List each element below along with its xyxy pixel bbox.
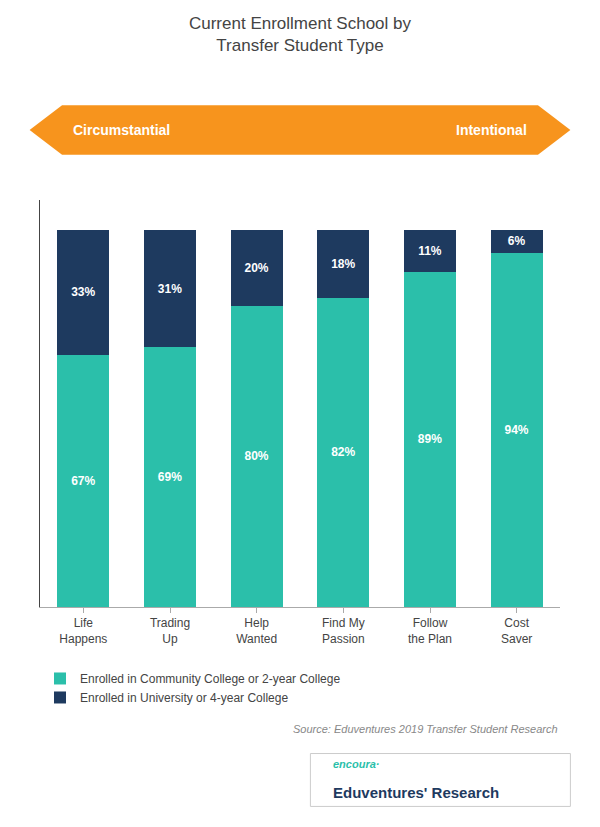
svg-text:20%: 20%: [244, 261, 268, 275]
svg-text:LifeHappens: LifeHappens: [59, 616, 107, 646]
svg-text:Followthe Plan: Followthe Plan: [408, 616, 452, 646]
svg-text:Enrolled in University or 4-ye: Enrolled in University or 4-year College: [80, 691, 288, 705]
svg-text:Source: Eduventures 2019 Trans: Source: Eduventures 2019 Transfer Studen…: [293, 723, 558, 735]
svg-text:Eduventures' Research: Eduventures' Research: [333, 784, 499, 801]
svg-text:encoura·: encoura·: [333, 758, 379, 770]
svg-text:11%: 11%: [418, 244, 442, 258]
svg-text:Intentional: Intentional: [456, 122, 527, 138]
svg-text:94%: 94%: [504, 423, 528, 437]
svg-text:Circumstantial: Circumstantial: [73, 122, 170, 138]
svg-text:33%: 33%: [71, 285, 95, 299]
svg-text:Current Enrollment School byTr: Current Enrollment School byTransfer Stu…: [189, 14, 412, 55]
svg-text:80%: 80%: [244, 449, 268, 463]
svg-text:HelpWanted: HelpWanted: [236, 616, 277, 646]
svg-text:18%: 18%: [331, 257, 355, 271]
svg-text:31%: 31%: [158, 282, 182, 296]
svg-text:Enrolled in Community College: Enrolled in Community College or 2-year …: [80, 672, 340, 686]
svg-text:89%: 89%: [418, 432, 442, 446]
svg-text:TradingUp: TradingUp: [150, 616, 190, 646]
svg-text:82%: 82%: [331, 445, 355, 459]
svg-text:6%: 6%: [508, 234, 526, 248]
svg-text:69%: 69%: [158, 470, 182, 484]
svg-text:Find MyPassion: Find MyPassion: [322, 616, 365, 646]
svg-text:CostSaver: CostSaver: [501, 616, 532, 646]
svg-text:67%: 67%: [71, 474, 95, 488]
